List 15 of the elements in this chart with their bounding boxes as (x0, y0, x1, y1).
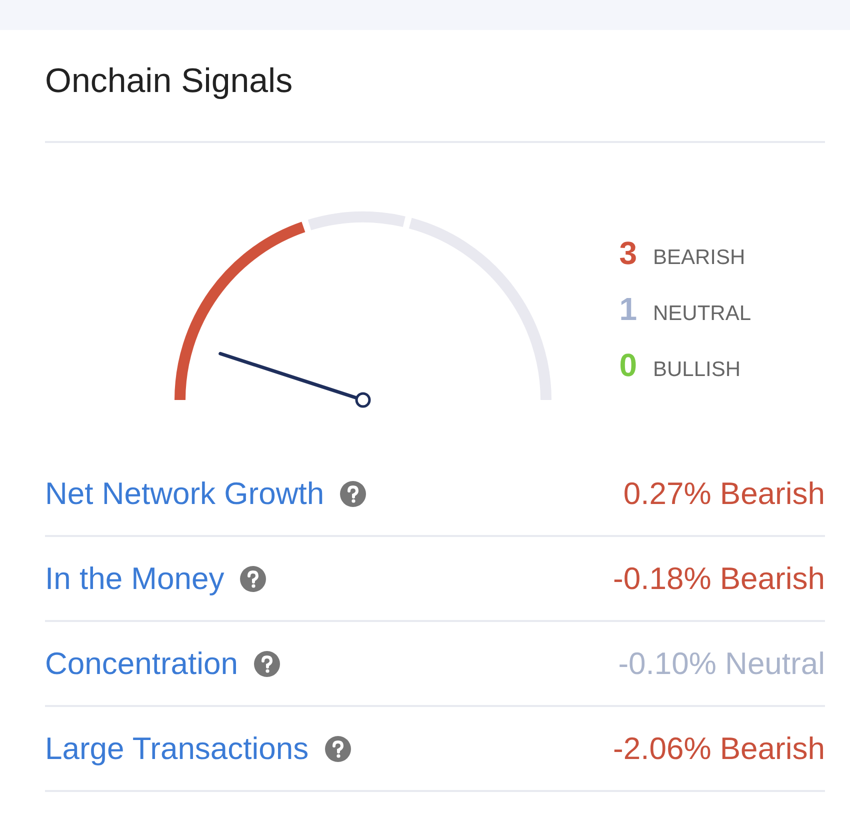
data-label: 0 (619, 347, 637, 383)
text: Onchain Signals (45, 62, 293, 101)
text: -0.10% Neutral (618, 646, 825, 680)
data-label: 1 (619, 291, 637, 327)
category-label: In the Money (45, 560, 224, 596)
category-label: Large Transactions (45, 730, 309, 766)
text: 0.27% Bearish (623, 476, 825, 510)
category-label: NEUTRAL (653, 302, 752, 325)
text: -0.18% Bearish (613, 560, 825, 596)
category-label: BEARISH (653, 246, 746, 269)
category-label: Net Network Growth (45, 476, 324, 512)
category-label: Concentration (45, 646, 238, 682)
category-label: BULLISH (653, 358, 741, 381)
data-label: 3 (619, 235, 637, 271)
text: -2.06% Bearish (613, 730, 825, 766)
